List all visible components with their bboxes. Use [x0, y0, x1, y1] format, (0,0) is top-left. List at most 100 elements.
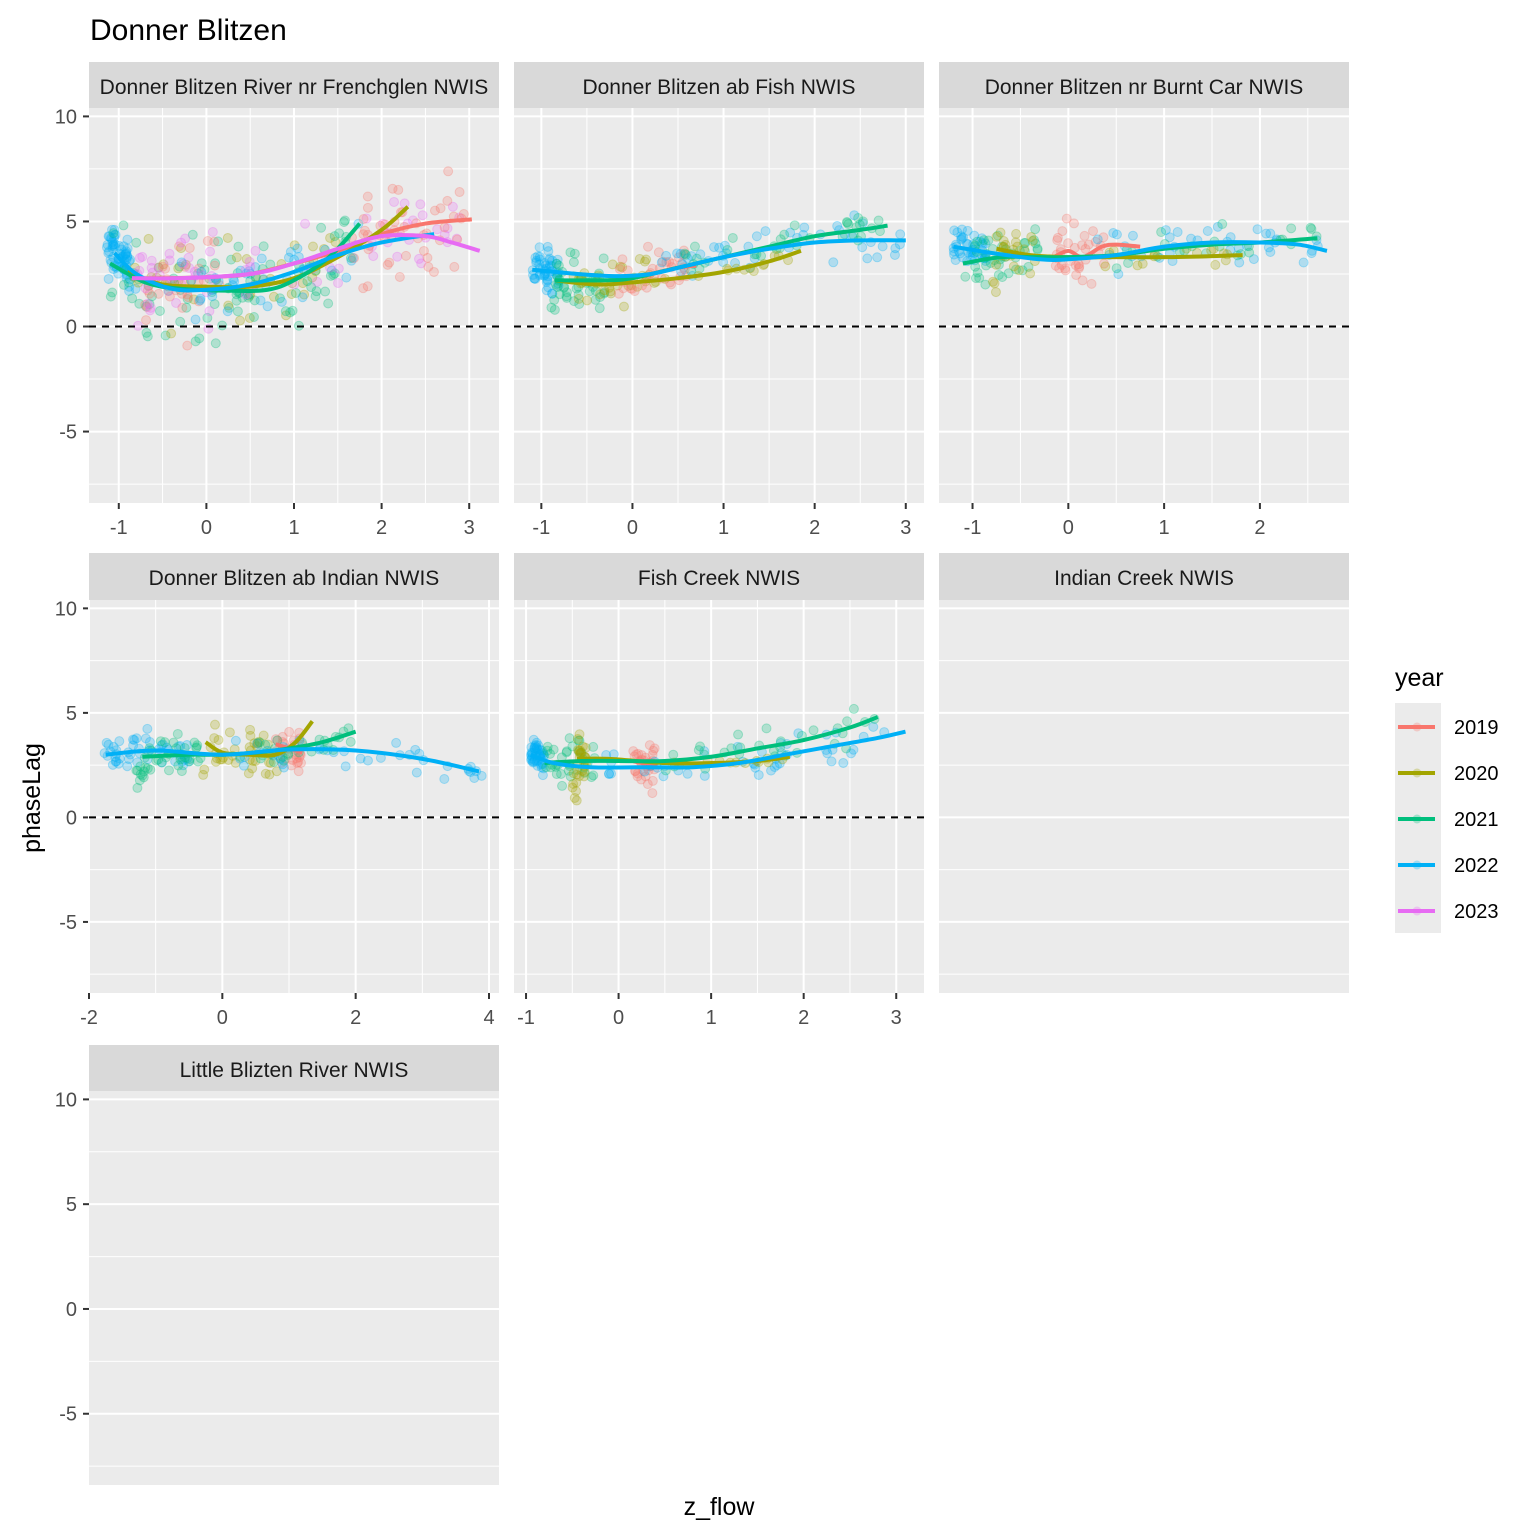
data-point [569, 296, 580, 307]
data-point [109, 232, 120, 243]
data-point [223, 300, 234, 311]
data-point [144, 737, 155, 748]
smooth-line-2023 [131, 232, 481, 281]
legend-label: 2020 [1454, 763, 1499, 785]
data-point [193, 263, 204, 274]
data-point [118, 241, 129, 252]
data-point [199, 764, 210, 775]
data-point [569, 248, 580, 259]
data-point [530, 739, 541, 750]
data-point [1073, 263, 1084, 274]
data-point [693, 745, 704, 756]
data-point [326, 265, 337, 276]
x-tick-label: 2 [809, 517, 820, 539]
data-point [302, 276, 313, 287]
data-point [1248, 254, 1259, 265]
y-axis-title: phaseLag [18, 743, 46, 853]
data-point [141, 327, 152, 338]
data-point [339, 216, 350, 227]
data-point [181, 740, 192, 751]
data-point [628, 746, 639, 757]
data-point [320, 286, 331, 297]
data-point [159, 737, 170, 748]
data-point [176, 237, 187, 248]
data-point [101, 242, 112, 253]
data-point [547, 255, 558, 266]
data-point [647, 788, 658, 799]
data-point [689, 241, 700, 252]
data-point [252, 738, 263, 749]
data-point [144, 299, 155, 310]
data-point [253, 738, 264, 749]
data-point [972, 236, 983, 247]
data-point [107, 224, 118, 235]
data-point [561, 291, 572, 302]
data-point [1083, 239, 1094, 250]
data-point [574, 729, 585, 740]
legend-label: 2023 [1454, 901, 1499, 923]
data-point [1057, 226, 1068, 237]
data-point [145, 305, 156, 316]
data-point [146, 262, 157, 273]
smooth-line-2020 [554, 248, 802, 287]
legend-item: 2022 [1398, 855, 1499, 877]
data-point [680, 249, 691, 260]
data-point [537, 770, 548, 781]
data-point [128, 734, 139, 745]
data-point [542, 274, 553, 285]
data-point [176, 766, 187, 777]
data-point [135, 769, 146, 780]
data-point [541, 277, 552, 288]
data-point [281, 310, 292, 321]
data-point [254, 737, 265, 748]
x-tick-label: 1 [1159, 517, 1170, 539]
panel-background [89, 1091, 499, 1485]
data-point [333, 263, 344, 274]
data-point [997, 272, 1008, 283]
data-point [574, 771, 585, 782]
data-point [1028, 235, 1039, 246]
data-point [554, 289, 565, 300]
data-point [193, 296, 204, 307]
data-point [256, 253, 267, 264]
data-point [143, 233, 154, 244]
data-point [998, 236, 1009, 247]
data-point [107, 240, 118, 251]
data-point [141, 301, 152, 312]
data-point [300, 218, 311, 229]
data-point [853, 212, 864, 223]
data-point [1113, 269, 1124, 280]
data-point [432, 224, 443, 235]
data-point [542, 241, 553, 252]
data-point [950, 255, 961, 266]
data-point [384, 257, 395, 268]
data-point [349, 253, 360, 264]
data-point [194, 295, 205, 306]
data-point [255, 295, 266, 306]
data-point [595, 292, 606, 303]
data-point [416, 258, 427, 269]
data-point [686, 251, 697, 262]
data-point [285, 307, 296, 318]
data-point [530, 273, 541, 284]
x-tick-label: 1 [288, 517, 299, 539]
data-point [695, 249, 706, 260]
data-point [614, 264, 625, 275]
data-point [838, 757, 849, 768]
y-tick-label: -5 [59, 422, 77, 444]
data-point [960, 271, 971, 282]
data-point [1054, 263, 1065, 274]
data-point [114, 736, 125, 747]
data-point [532, 744, 543, 755]
y-tick-label: -5 [59, 1404, 77, 1426]
data-point [531, 255, 542, 266]
data-point [108, 228, 119, 239]
y-tick-label: 10 [55, 598, 77, 620]
data-point [123, 277, 134, 288]
data-point [260, 768, 271, 779]
data-point [1092, 234, 1103, 245]
data-point [108, 741, 119, 752]
x-tick-label: 1 [718, 517, 729, 539]
data-point [110, 239, 121, 250]
strip-label: Donner Blitzen River nr Frenchglen NWIS [100, 76, 489, 99]
